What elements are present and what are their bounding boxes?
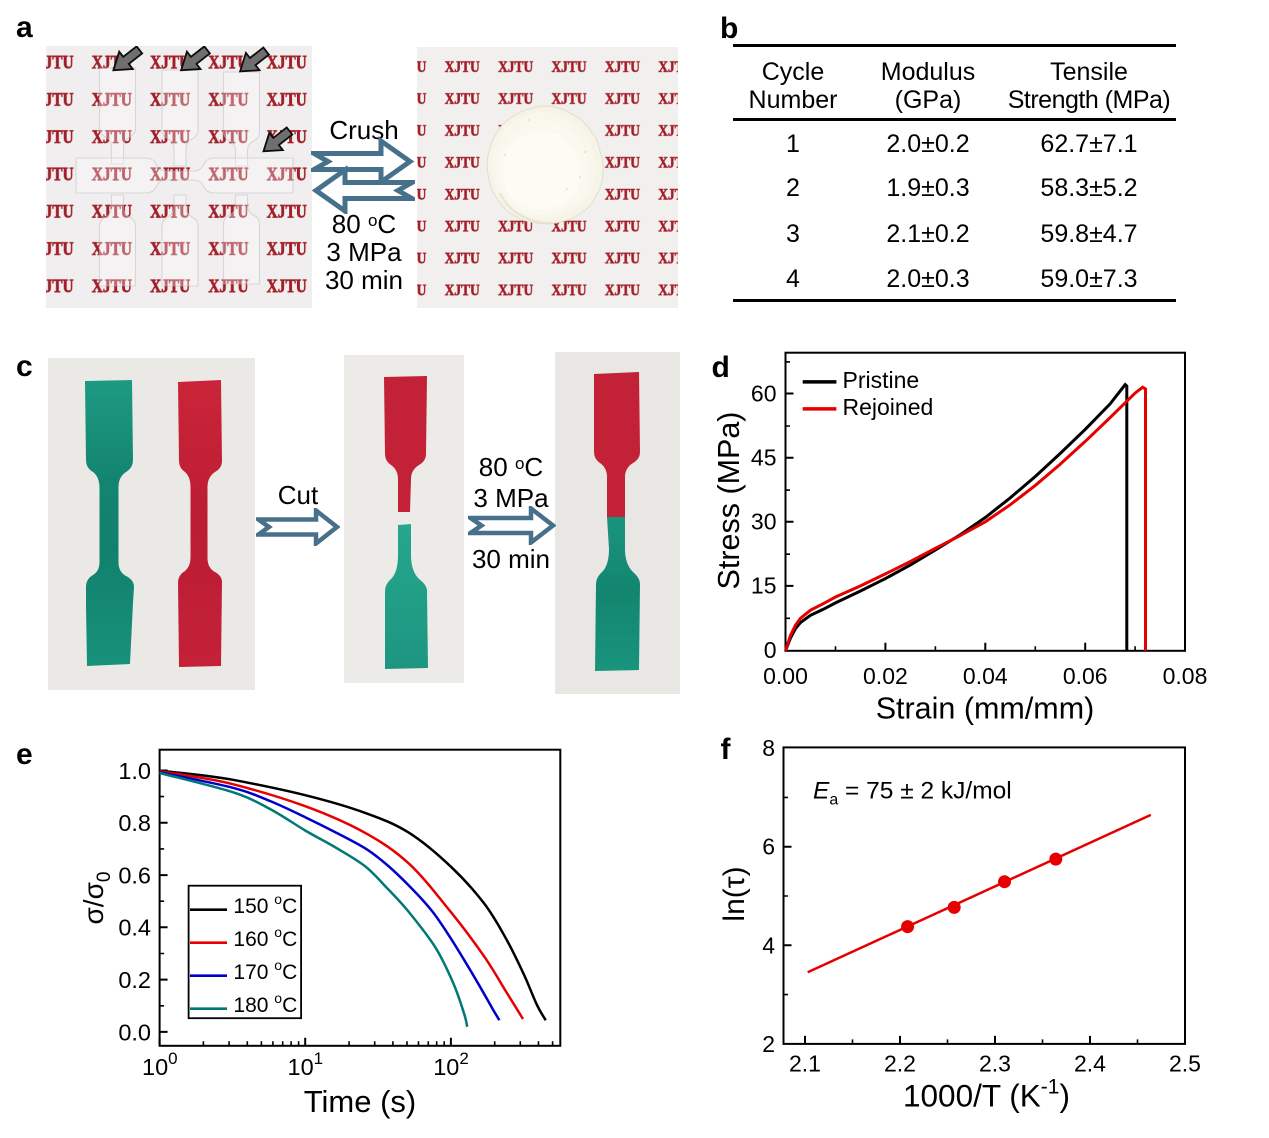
svg-text:0.2: 0.2 [118,967,151,993]
svg-text:0.6: 0.6 [118,863,151,889]
svg-text:Strain (mm/mm): Strain (mm/mm) [876,692,1095,726]
svg-text:1000/T (K-1): 1000/T (K-1) [903,1076,1070,1114]
svg-text:1.0: 1.0 [118,758,151,784]
svg-text:Time (s): Time (s) [304,1084,417,1119]
svg-text:0: 0 [764,637,777,663]
svg-text:160 oC: 160 oC [233,924,297,951]
svg-text:0.04: 0.04 [963,663,1008,689]
svg-text:6: 6 [762,834,775,860]
svg-text:170 oC: 170 oC [233,957,297,984]
svg-text:0.02: 0.02 [863,663,908,689]
svg-text:Stress (MPa): Stress (MPa) [712,412,746,590]
svg-text:0.8: 0.8 [118,810,151,836]
svg-text:0.00: 0.00 [763,663,808,689]
svg-text:Pristine: Pristine [843,367,920,393]
svg-text:2: 2 [762,1031,775,1057]
svg-text:0.4: 0.4 [118,915,151,941]
svg-text:0.08: 0.08 [1163,663,1208,689]
svg-text:45: 45 [751,445,777,471]
svg-text:8: 8 [762,735,775,761]
svg-text:30: 30 [751,509,777,535]
svg-text:ln(τ): ln(τ) [718,866,751,921]
svg-text:15: 15 [751,573,777,599]
svg-text:100: 100 [142,1049,178,1080]
svg-text:2.1: 2.1 [789,1051,821,1077]
svg-text:0.0: 0.0 [118,1019,151,1045]
svg-text:2.2: 2.2 [884,1051,916,1077]
svg-text:2.5: 2.5 [1169,1051,1201,1077]
svg-text:σ/σ0: σ/σ0 [78,872,115,925]
svg-text:150 oC: 150 oC [233,891,297,918]
svg-text:2.3: 2.3 [979,1051,1011,1077]
svg-text:2.4: 2.4 [1074,1051,1106,1077]
svg-text:4: 4 [762,932,775,958]
svg-text:0.06: 0.06 [1063,663,1108,689]
svg-text:Rejoined: Rejoined [843,394,934,420]
svg-text:60: 60 [751,380,777,406]
svg-text:101: 101 [288,1049,324,1080]
svg-text:180 oC: 180 oC [233,990,297,1017]
svg-text:102: 102 [433,1049,469,1080]
svg-text:Ea = 75 ± 2 kJ/mol: Ea = 75 ± 2 kJ/mol [813,778,1012,809]
